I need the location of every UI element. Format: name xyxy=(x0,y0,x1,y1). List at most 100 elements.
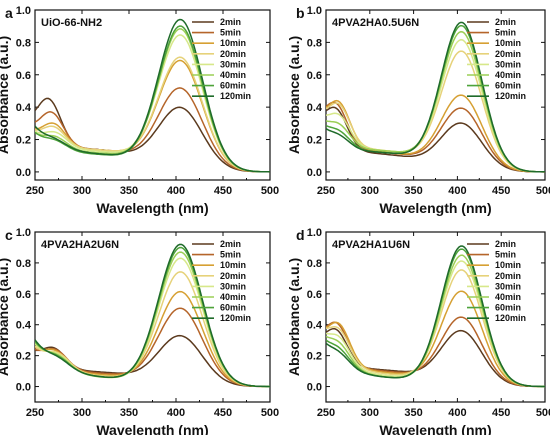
x-axis-label: Wavelength (nm) xyxy=(379,422,491,435)
panel-letter: a xyxy=(5,5,13,21)
x-tick-label: 500 xyxy=(261,185,279,197)
legend-label-20min: 20min xyxy=(495,49,521,59)
panel-c: 250 300 350 400 450 500 0.0 0.2 0.4 0.6 0.8 1.0 Wave… xyxy=(0,227,279,435)
y-tick-label: 0.8 xyxy=(16,258,31,270)
panel-title: UiO-66-NH2 xyxy=(41,17,102,29)
y-tick-label: 0.6 xyxy=(307,289,322,301)
series-lines xyxy=(35,18,270,173)
legend-label-40min: 40min xyxy=(495,70,521,80)
x-tick-label: 400 xyxy=(448,185,466,197)
x-tick-label: 400 xyxy=(448,407,466,419)
y-tick-label: 0.4 xyxy=(307,102,323,114)
legend-label-40min: 40min xyxy=(495,292,521,302)
x-axis-label: Wavelength (nm) xyxy=(96,200,208,216)
legend-label-10min: 10min xyxy=(495,38,521,48)
series-line-5min xyxy=(326,101,545,173)
x-tick-label: 450 xyxy=(492,407,510,419)
x-tick-label: 450 xyxy=(492,185,510,197)
legend-label-120min: 120min xyxy=(495,313,526,323)
legend-label-10min: 10min xyxy=(220,38,246,48)
legend-label-5min: 5min xyxy=(495,250,516,260)
legend-label-2min: 2min xyxy=(495,239,516,249)
legend-label-30min: 30min xyxy=(220,281,246,291)
x-tick-label: 400 xyxy=(167,407,185,419)
x-tick-label: 250 xyxy=(317,407,335,419)
legend-label-60min: 60min xyxy=(220,81,246,91)
x-tick-label: 300 xyxy=(361,407,379,419)
y-axis-label: Absorbance (a.u.) xyxy=(286,258,302,376)
x-tick-label: 350 xyxy=(404,185,422,197)
y-tick-label: 0.4 xyxy=(16,320,32,332)
x-axis-label: Wavelength (nm) xyxy=(96,422,208,435)
x-tick-label: 300 xyxy=(361,185,379,197)
x-tick-label: 350 xyxy=(120,407,138,419)
x-tick-label: 350 xyxy=(404,407,422,419)
y-tick-label: 1.0 xyxy=(307,5,322,17)
y-tick-label: 0.2 xyxy=(16,351,31,363)
y-tick-label: 1.0 xyxy=(307,227,322,239)
legend-label-2min: 2min xyxy=(495,17,516,27)
y-tick-label: 1.0 xyxy=(16,227,31,239)
x-tick-label: 250 xyxy=(26,407,44,419)
y-axis-label: Absorbance (a.u.) xyxy=(0,258,11,376)
legend-label-2min: 2min xyxy=(220,17,241,27)
y-tick-label: 0.4 xyxy=(16,102,32,114)
y-tick-label: 0.2 xyxy=(16,135,31,147)
x-tick-label: 300 xyxy=(73,407,91,419)
y-tick-label: 0.6 xyxy=(16,289,31,301)
x-tick-label: 500 xyxy=(536,185,550,197)
panel-letter: d xyxy=(296,227,305,243)
y-tick-label: 0.8 xyxy=(16,37,31,49)
legend-label-20min: 20min xyxy=(495,271,521,281)
x-tick-label: 450 xyxy=(214,185,232,197)
x-tick-label: 400 xyxy=(167,185,185,197)
series-line-120min xyxy=(35,243,270,388)
x-tick-label: 250 xyxy=(317,185,335,197)
series-lines xyxy=(326,245,545,388)
series-lines xyxy=(326,21,545,173)
legend-label-60min: 60min xyxy=(220,303,246,313)
legend-label-120min: 120min xyxy=(220,91,251,101)
legend-label-30min: 30min xyxy=(495,281,521,291)
legend-label-40min: 40min xyxy=(220,70,246,80)
series-lines xyxy=(35,243,270,388)
y-tick-label: 0.8 xyxy=(307,258,322,270)
x-tick-label: 250 xyxy=(26,185,44,197)
y-tick-label: 0.0 xyxy=(16,167,31,179)
x-tick-label: 500 xyxy=(261,407,279,419)
legend-label-5min: 5min xyxy=(495,28,516,38)
y-tick-label: 0.0 xyxy=(307,382,322,394)
y-tick-label: 0.4 xyxy=(307,320,323,332)
series-line-120min xyxy=(35,18,270,173)
panel-title: 4PVA2HA1U6N xyxy=(332,239,410,251)
legend-label-40min: 40min xyxy=(220,292,246,302)
panel-b: 250 300 350 400 450 500 0.0 0.2 0.4 0.6 0.8 1.0 Wave… xyxy=(286,5,550,216)
legend-label-5min: 5min xyxy=(220,28,241,38)
legend-label-30min: 30min xyxy=(220,59,246,69)
y-tick-label: 0.8 xyxy=(307,37,322,49)
x-tick-label: 500 xyxy=(536,407,550,419)
legend-label-20min: 20min xyxy=(220,49,246,59)
legend-label-10min: 10min xyxy=(220,260,246,270)
legend-label-5min: 5min xyxy=(220,250,241,260)
y-tick-label: 0.2 xyxy=(307,135,322,147)
panel-d: 250 300 350 400 450 500 0.0 0.2 0.4 0.6 0.8 1.0 Wave… xyxy=(286,227,550,435)
series-line-10min xyxy=(326,290,545,388)
series-line-2min xyxy=(35,97,270,173)
y-tick-label: 0.0 xyxy=(307,167,322,179)
legend-label-2min: 2min xyxy=(220,239,241,249)
series-line-120min xyxy=(326,21,545,173)
y-axis-label: Absorbance (a.u.) xyxy=(286,36,302,154)
y-tick-label: 1.0 xyxy=(16,5,31,17)
series-line-120min xyxy=(326,245,545,388)
panel-title: 4PVA2HA2U6N xyxy=(41,239,119,251)
panel-a: 250 300 350 400 450 500 0.0 0.2 0.4 0.6 0.8 1.0 Wave… xyxy=(0,5,279,216)
legend-label-60min: 60min xyxy=(495,81,521,91)
y-tick-label: 0.6 xyxy=(307,70,322,82)
series-line-2min xyxy=(326,327,545,388)
